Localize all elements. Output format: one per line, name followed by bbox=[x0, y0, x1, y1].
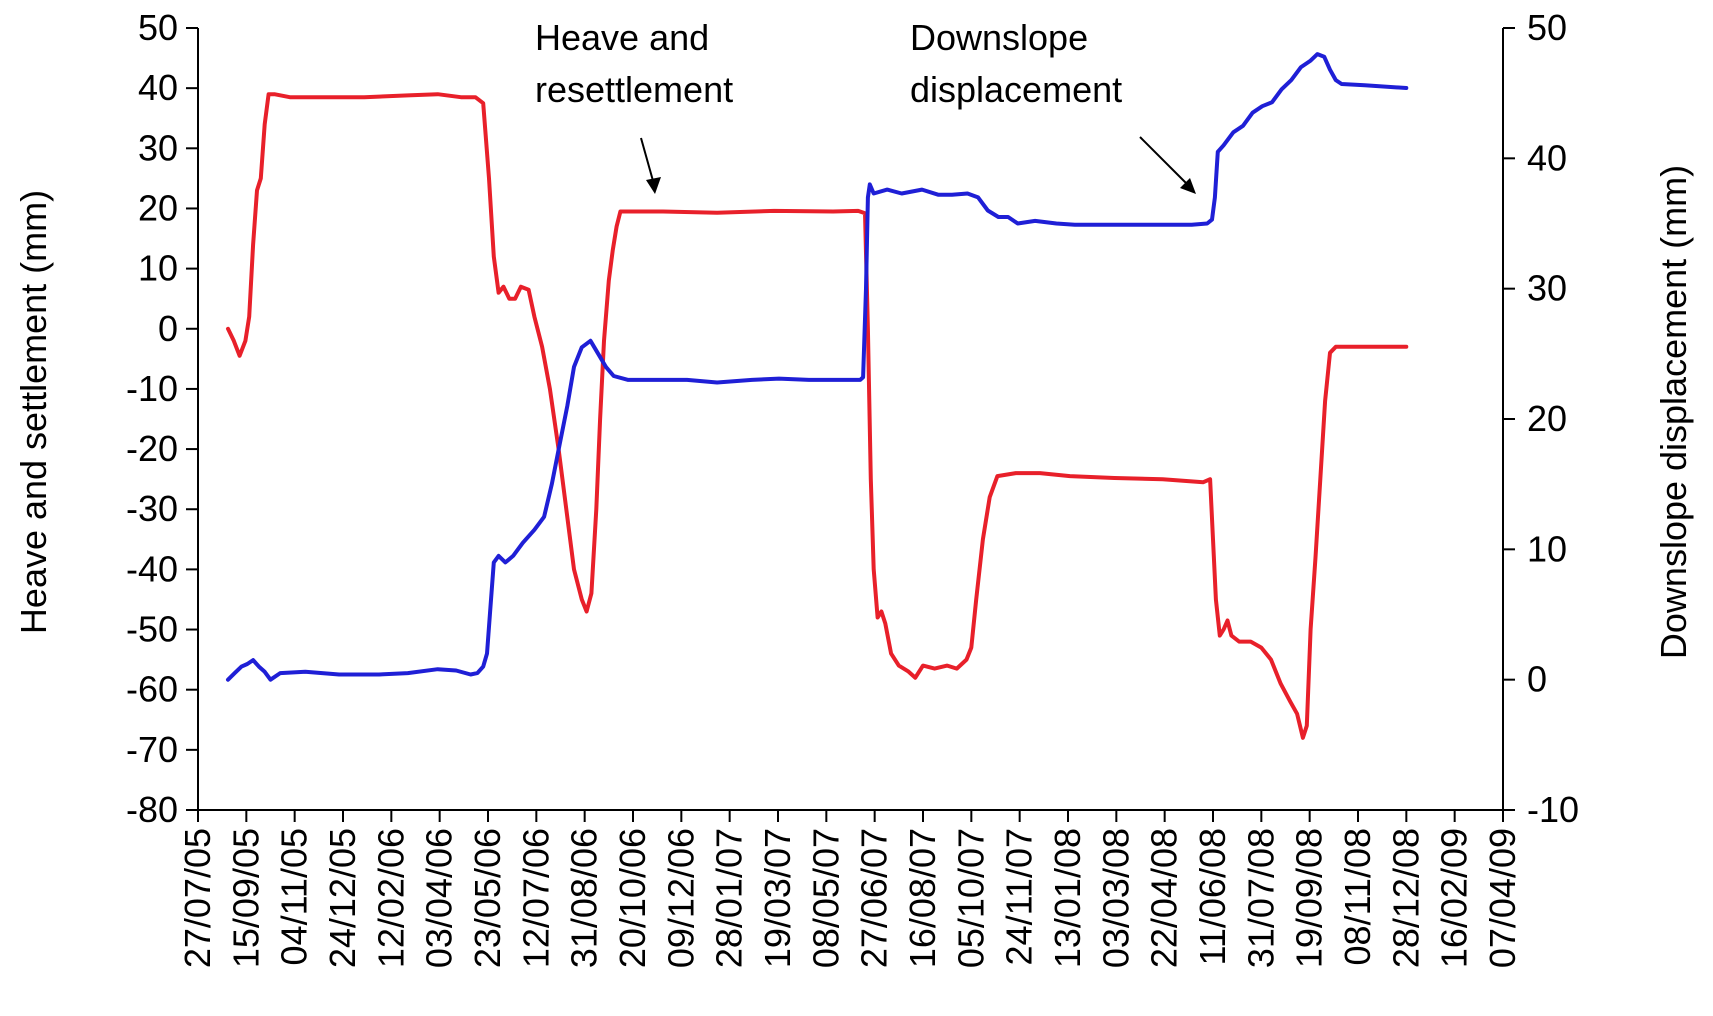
left-y-tick-label: -10 bbox=[126, 368, 178, 409]
x-tick-label: 19/09/08 bbox=[1289, 828, 1330, 968]
right-y-tick-label: 20 bbox=[1527, 398, 1567, 439]
x-tick-label: 11/06/08 bbox=[1192, 828, 1233, 965]
annotation-downslope-line2: displacement bbox=[910, 69, 1122, 110]
annotation-heave-line2: resettlement bbox=[535, 69, 733, 110]
left-y-tick-label: -20 bbox=[126, 428, 178, 469]
x-ticks: 27/07/05 15/09/05 04/11/05 24/12/05 12/02/06… bbox=[177, 810, 1523, 968]
left-y-tick-label: -30 bbox=[126, 488, 178, 529]
series-layer bbox=[226, 52, 1409, 740]
x-tick-label: 16/02/09 bbox=[1434, 828, 1475, 968]
left-y-ticks: 50 40 30 20 10 0 -10 -20 -30 -40 -50 -60 -70 -80 bbox=[126, 7, 198, 830]
x-tick-label: 08/05/07 bbox=[805, 828, 846, 968]
x-tick-label: 08/11/08 bbox=[1337, 828, 1378, 965]
right-y-axis-title: Downslope displacement (mm) bbox=[1653, 165, 1694, 659]
left-y-tick-label: -60 bbox=[126, 669, 178, 710]
x-tick-label: 03/04/06 bbox=[419, 828, 460, 968]
x-tick-label: 09/12/06 bbox=[660, 828, 701, 968]
x-tick-label: 31/08/06 bbox=[564, 828, 605, 968]
x-tick-label: 12/07/06 bbox=[515, 828, 556, 968]
left-y-tick-label: 20 bbox=[138, 187, 178, 228]
right-y-tick-label: 40 bbox=[1527, 137, 1567, 178]
x-tick-label: 27/07/05 bbox=[177, 828, 218, 968]
x-tick-label: 04/11/05 bbox=[274, 828, 315, 965]
annotation-heave: Heave and resettlement bbox=[535, 17, 733, 194]
x-tick-label: 16/08/07 bbox=[902, 828, 943, 968]
right-y-tick-label: 50 bbox=[1527, 7, 1567, 48]
left-y-tick-label: -70 bbox=[126, 729, 178, 770]
left-y-tick-label: -40 bbox=[126, 548, 178, 589]
left-y-tick-label: 10 bbox=[138, 248, 178, 289]
left-y-tick-label: 40 bbox=[138, 67, 178, 108]
x-tick-label: 28/12/08 bbox=[1385, 828, 1426, 968]
x-tick-label: 24/12/05 bbox=[322, 828, 363, 968]
x-tick-label: 22/04/08 bbox=[1144, 828, 1185, 968]
left-y-tick-label: -80 bbox=[126, 789, 178, 830]
right-y-tick-label: 0 bbox=[1527, 659, 1547, 700]
left-y-tick-label: 50 bbox=[138, 7, 178, 48]
downslope-displacement-line bbox=[226, 52, 1409, 682]
x-tick-label: 23/05/06 bbox=[467, 828, 508, 968]
annotation-downslope: Downslope displacement bbox=[910, 17, 1196, 194]
annotation-heave-arrowhead bbox=[646, 177, 661, 194]
x-tick-label: 27/06/07 bbox=[854, 828, 895, 968]
x-tick-label: 13/01/08 bbox=[1047, 828, 1088, 968]
x-tick-label: 12/02/06 bbox=[370, 828, 411, 968]
right-y-ticks: 50 40 30 20 10 0 -10 bbox=[1503, 7, 1579, 830]
annotation-downslope-arrow bbox=[1139, 136, 1191, 188]
x-tick-label: 19/03/07 bbox=[757, 828, 798, 968]
annotation-downslope-line1: Downslope bbox=[910, 17, 1088, 58]
x-tick-label: 15/09/05 bbox=[225, 828, 266, 968]
left-y-tick-label: -50 bbox=[126, 609, 178, 650]
heave-settlement-line bbox=[226, 92, 1409, 740]
annotation-downslope-arrowhead bbox=[1180, 178, 1196, 194]
x-tick-label: 20/10/06 bbox=[612, 828, 653, 968]
x-tick-label: 03/03/08 bbox=[1095, 828, 1136, 968]
x-tick-label: 05/10/07 bbox=[950, 828, 991, 968]
x-tick-label: 07/04/09 bbox=[1482, 828, 1523, 968]
right-y-tick-label: 30 bbox=[1527, 268, 1567, 309]
left-y-tick-label: 0 bbox=[158, 308, 178, 349]
left-y-axis-title: Heave and settlement (mm) bbox=[13, 190, 54, 634]
left-y-tick-label: 30 bbox=[138, 127, 178, 168]
x-tick-label: 31/07/08 bbox=[1240, 828, 1281, 968]
right-y-tick-label: 10 bbox=[1527, 528, 1567, 569]
x-tick-label: 24/11/07 bbox=[999, 828, 1040, 965]
annotation-heave-line1: Heave and bbox=[535, 17, 709, 58]
x-tick-label: 28/01/07 bbox=[709, 828, 750, 968]
right-y-tick-label: -10 bbox=[1527, 789, 1579, 830]
